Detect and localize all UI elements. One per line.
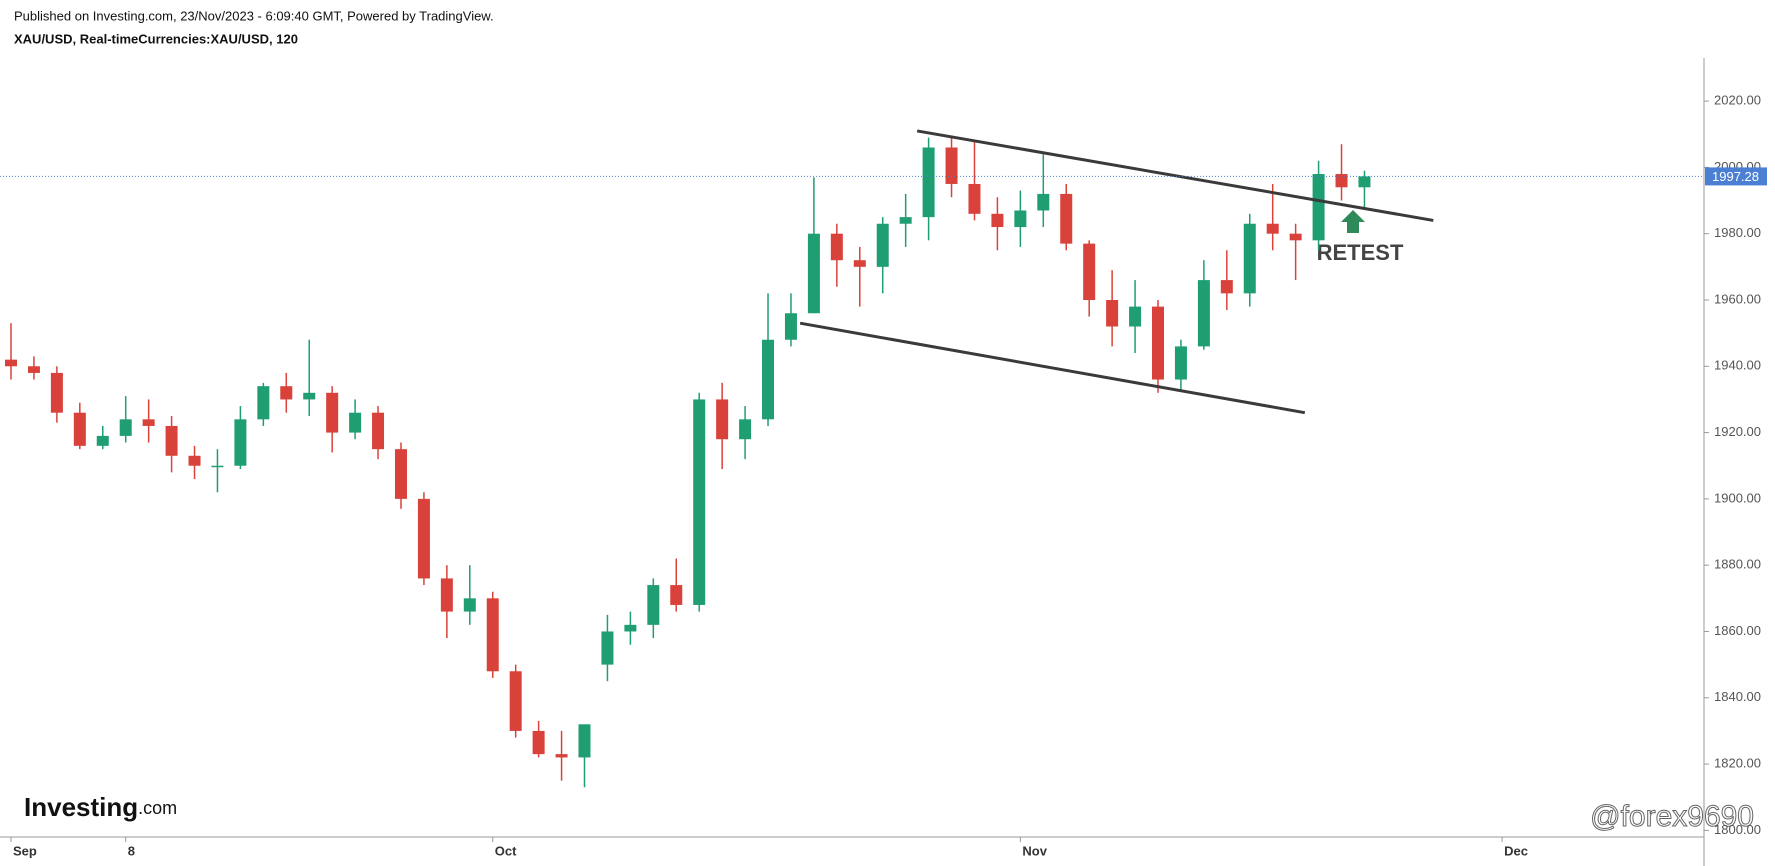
candle-body	[693, 399, 706, 605]
price-box	[1705, 167, 1767, 186]
candle-body	[96, 435, 109, 446]
candle-body	[1060, 193, 1073, 244]
y-tick-label: 1880.00	[1714, 557, 1761, 572]
candle-body	[303, 392, 316, 400]
candle-body	[394, 449, 407, 499]
candle-body	[257, 386, 270, 420]
y-tick-label: 1840.00	[1714, 689, 1761, 704]
candle-body	[349, 412, 362, 433]
candle-body	[991, 213, 1004, 228]
watermark: @forex9690	[1590, 800, 1754, 833]
candle-body	[647, 585, 660, 625]
price-label: 1997.28	[1712, 169, 1759, 184]
candle-body	[716, 399, 729, 440]
x-tick-label: 8	[128, 843, 135, 858]
y-tick-label: 2020.00	[1714, 93, 1761, 108]
candle-body	[739, 419, 752, 440]
candle-body	[968, 183, 981, 214]
candle-body	[280, 386, 293, 400]
candle-body	[1358, 176, 1371, 188]
candle-body	[807, 233, 820, 314]
x-tick-label: Sep	[13, 843, 37, 858]
candle-body	[899, 217, 912, 224]
candle-body	[1220, 280, 1233, 294]
logo: Investing.com	[24, 792, 177, 822]
y-tick-label: 1920.00	[1714, 424, 1761, 439]
logo-brand: Investing	[24, 792, 138, 822]
candle-body	[555, 754, 568, 758]
candle-body	[876, 223, 889, 267]
candle-body	[326, 392, 339, 433]
candle-body	[532, 730, 545, 755]
candle-body	[945, 147, 958, 184]
candle-body	[1289, 233, 1302, 241]
candle-body	[830, 233, 843, 261]
candle-body	[5, 359, 17, 367]
candle-body	[922, 147, 935, 218]
candle-body	[784, 313, 797, 340]
candle-body	[1129, 306, 1142, 327]
y-tick-label: 1960.00	[1714, 291, 1761, 306]
candle-body	[372, 412, 385, 450]
candle-body	[142, 419, 155, 426]
candle-body	[1266, 223, 1279, 234]
candle-body	[417, 498, 430, 579]
retest-arrow	[1341, 210, 1365, 233]
candle-body	[1243, 223, 1256, 294]
chart-title: XAU/USD, Real-timeCurrencies:XAU/USD, 12…	[14, 31, 298, 46]
candle-body	[1083, 243, 1096, 300]
candle-body	[624, 624, 637, 632]
candle-body	[1174, 346, 1187, 380]
candle-body	[1014, 210, 1027, 228]
candle-body	[486, 598, 499, 672]
candle-body	[853, 260, 866, 267]
x-tick-label: Dec	[1504, 843, 1528, 858]
candle-body	[1037, 193, 1050, 211]
y-tick-label: 1980.00	[1714, 225, 1761, 240]
y-tick-label: 1940.00	[1714, 358, 1761, 373]
candle-body	[578, 724, 591, 758]
candle-body	[27, 366, 40, 373]
y-tick-label: 1800.00	[1714, 822, 1761, 837]
candle-body	[1312, 174, 1325, 241]
candle-body	[670, 585, 683, 605]
y-tick-label: 1860.00	[1714, 623, 1761, 638]
candle-body	[440, 578, 453, 612]
subtitle: Published on Investing.com, 23/Nov/2023 …	[14, 8, 494, 23]
candle-body	[762, 339, 775, 420]
candle-body	[119, 419, 132, 436]
candle-body	[1106, 299, 1119, 327]
candle-body	[1335, 174, 1348, 188]
candle-body	[188, 455, 201, 466]
x-tick-label: Nov	[1022, 843, 1047, 858]
candle-body	[1197, 280, 1210, 347]
trendline	[916, 129, 1434, 222]
logo-suffix: .com	[138, 798, 177, 818]
plot	[5, 137, 1371, 788]
annotation: RETEST	[1317, 240, 1404, 265]
candle-body	[50, 372, 63, 413]
y-tick-label: 1820.00	[1714, 756, 1761, 771]
candle-body	[234, 419, 247, 466]
trendline	[799, 321, 1306, 415]
candle-body	[601, 631, 614, 665]
candle-body	[211, 465, 224, 468]
candle-body	[1152, 306, 1164, 380]
x-tick-label: Oct	[495, 843, 517, 858]
candle-body	[509, 671, 522, 731]
candle-body	[165, 425, 178, 456]
y-tick-label: 1900.00	[1714, 490, 1761, 505]
candle-body	[73, 412, 86, 446]
candle-body	[463, 598, 476, 612]
